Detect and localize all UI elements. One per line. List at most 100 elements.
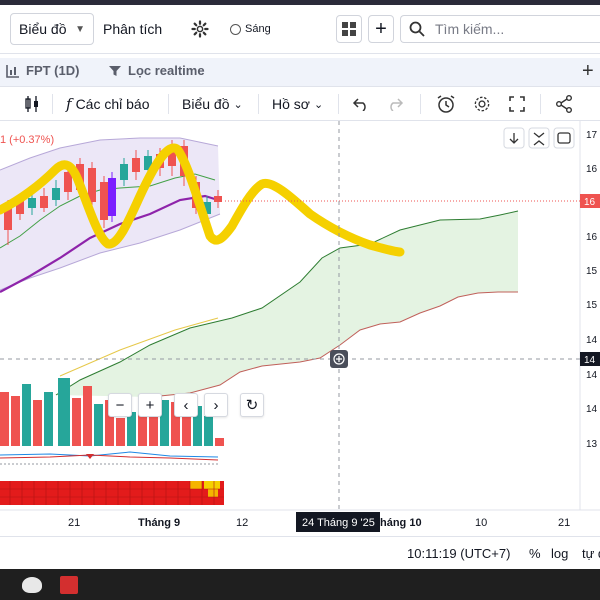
- tab-realtime-filter[interactable]: Lọc realtime: [108, 63, 205, 78]
- candle: [52, 188, 60, 200]
- crosshair-price-tag: [580, 352, 600, 366]
- filter-tab-label: Lọc realtime: [128, 63, 205, 78]
- volume-bar: [171, 402, 180, 446]
- tab-symbol[interactable]: FPT (1D): [6, 63, 79, 78]
- ichimoku-cloud: [56, 211, 518, 397]
- price-label: 13: [586, 439, 598, 450]
- alert-button[interactable]: [436, 93, 456, 115]
- current-price-tag-text: 16: [584, 197, 596, 208]
- auto-scale-toggle[interactable]: tự độ: [582, 546, 600, 561]
- time-axis[interactable]: 21 Tháng 9 12 háng 10 10 21: [68, 517, 570, 529]
- candle: [132, 158, 140, 172]
- window-frame: [0, 0, 600, 5]
- share-icon: [556, 95, 572, 113]
- layout-button[interactable]: [336, 15, 362, 43]
- percent-toggle[interactable]: %: [529, 546, 541, 561]
- candlestick-icon: [25, 96, 38, 112]
- candle: [88, 168, 96, 202]
- theme-toggle[interactable]: Sáng: [230, 17, 271, 41]
- time-label: 21: [68, 517, 80, 529]
- volume-bar: [105, 400, 114, 446]
- add-tab-button[interactable]: +: [582, 60, 594, 83]
- crosshair-time-tag-text: 24 Tháng 9 '25: [302, 517, 375, 529]
- arrow-down-icon: [509, 133, 519, 144]
- crosshair-time-tag: [296, 512, 380, 532]
- zoom-in-button[interactable]: +: [138, 393, 162, 417]
- volume-bar: [11, 396, 20, 446]
- heat-cell: [208, 489, 218, 497]
- plus-icon: +: [375, 17, 387, 40]
- price-label: 14: [586, 370, 598, 381]
- volume-bar: [116, 418, 125, 446]
- crosshair-price-tag-text: 14: [584, 355, 596, 366]
- minus-icon: −: [115, 396, 125, 414]
- scroll-right-button[interactable]: ›: [204, 393, 228, 417]
- price-chart[interactable]: 17 16 16 15 15 14 14 14 13 16 14 1 (+0.3…: [0, 121, 600, 536]
- chart-toolbar: f Các chỉ báo Biểu đồ ⌄ Hồ sơ ⌄: [0, 88, 600, 121]
- volume-bar: [127, 412, 136, 446]
- redo-button[interactable]: [386, 93, 404, 115]
- scroll-left-button[interactable]: ‹: [174, 393, 198, 417]
- chart-canvas[interactable]: 17 16 16 15 15 14 14 14 13 16 14 1 (+0.3…: [0, 121, 600, 536]
- reset-icon: ↻: [245, 397, 259, 414]
- toolbar-divider: [420, 94, 421, 114]
- chart-menu-label: Biểu đồ: [182, 96, 230, 112]
- oscillator-line-blue: [0, 451, 219, 458]
- profile-menu-button[interactable]: Hồ sơ ⌄: [272, 93, 323, 115]
- price-axis-labels: 17 16 16 15 15 14 14 14 13: [586, 130, 598, 450]
- analysis-button[interactable]: Phân tích: [103, 13, 162, 45]
- price-label: 17: [586, 130, 598, 141]
- reset-chart-button[interactable]: ↻: [240, 393, 264, 417]
- current-price-tag: [580, 194, 600, 208]
- zoom-out-button[interactable]: −: [108, 393, 132, 417]
- time-label: 21: [558, 517, 570, 529]
- chevron-left-icon: ‹: [183, 396, 189, 414]
- toolbar-divider: [338, 94, 339, 114]
- volume-bar: [182, 414, 191, 446]
- chart-type-select[interactable]: Biểu đồ ▼: [10, 13, 94, 45]
- price-label: 15: [586, 266, 598, 277]
- clock-display[interactable]: 10:11:19 (UTC+7): [407, 546, 511, 561]
- indicators-button[interactable]: f Các chỉ báo: [66, 93, 150, 115]
- top-bar: Biểu đồ ▼ Phân tích Sáng +: [0, 5, 600, 54]
- status-bar: 10:11:19 (UTC+7) % log tự độ: [0, 536, 600, 570]
- share-button[interactable]: [554, 93, 574, 115]
- maximize-pane-button[interactable]: [553, 127, 575, 149]
- candle: [16, 198, 24, 214]
- search-input[interactable]: [433, 20, 587, 38]
- volume-bar: [33, 400, 42, 446]
- volume-bars: [0, 378, 224, 446]
- analysis-label: Phân tích: [103, 21, 163, 37]
- heat-grid: [0, 481, 224, 505]
- price-axis[interactable]: [580, 121, 600, 536]
- add-chart-button[interactable]: +: [368, 15, 394, 43]
- volume-bar: [94, 404, 103, 446]
- leading-span-b: [149, 291, 518, 398]
- oscillator-marker: [86, 454, 94, 459]
- chart-settings-button[interactable]: [472, 93, 492, 115]
- toggle-circle-icon: [230, 23, 241, 35]
- candle: [64, 172, 72, 192]
- settings-button[interactable]: [188, 15, 212, 43]
- chevron-right-icon: ›: [213, 396, 219, 414]
- volume-bar: [0, 392, 9, 446]
- heat-strip-fill: [0, 481, 224, 505]
- collapse-icon: [533, 132, 545, 146]
- search-box[interactable]: [400, 15, 600, 43]
- function-icon: f: [66, 95, 72, 113]
- chevron-down-icon: ⌄: [313, 98, 324, 111]
- candle-style-button[interactable]: [24, 93, 40, 115]
- bollinger-upper: [0, 137, 219, 171]
- collapse-button[interactable]: [528, 127, 550, 149]
- app-icon[interactable]: [60, 576, 78, 594]
- chart-menu-button[interactable]: Biểu đồ ⌄: [182, 93, 243, 115]
- undo-button[interactable]: [352, 93, 370, 115]
- app-icon[interactable]: [22, 577, 42, 593]
- volume-bar: [58, 378, 70, 446]
- bollinger-lower: [0, 213, 221, 291]
- candle: [203, 202, 211, 214]
- candle: [120, 164, 128, 180]
- log-toggle[interactable]: log: [551, 546, 569, 561]
- fullscreen-button[interactable]: [508, 93, 526, 115]
- theme-label: Sáng: [245, 23, 271, 35]
